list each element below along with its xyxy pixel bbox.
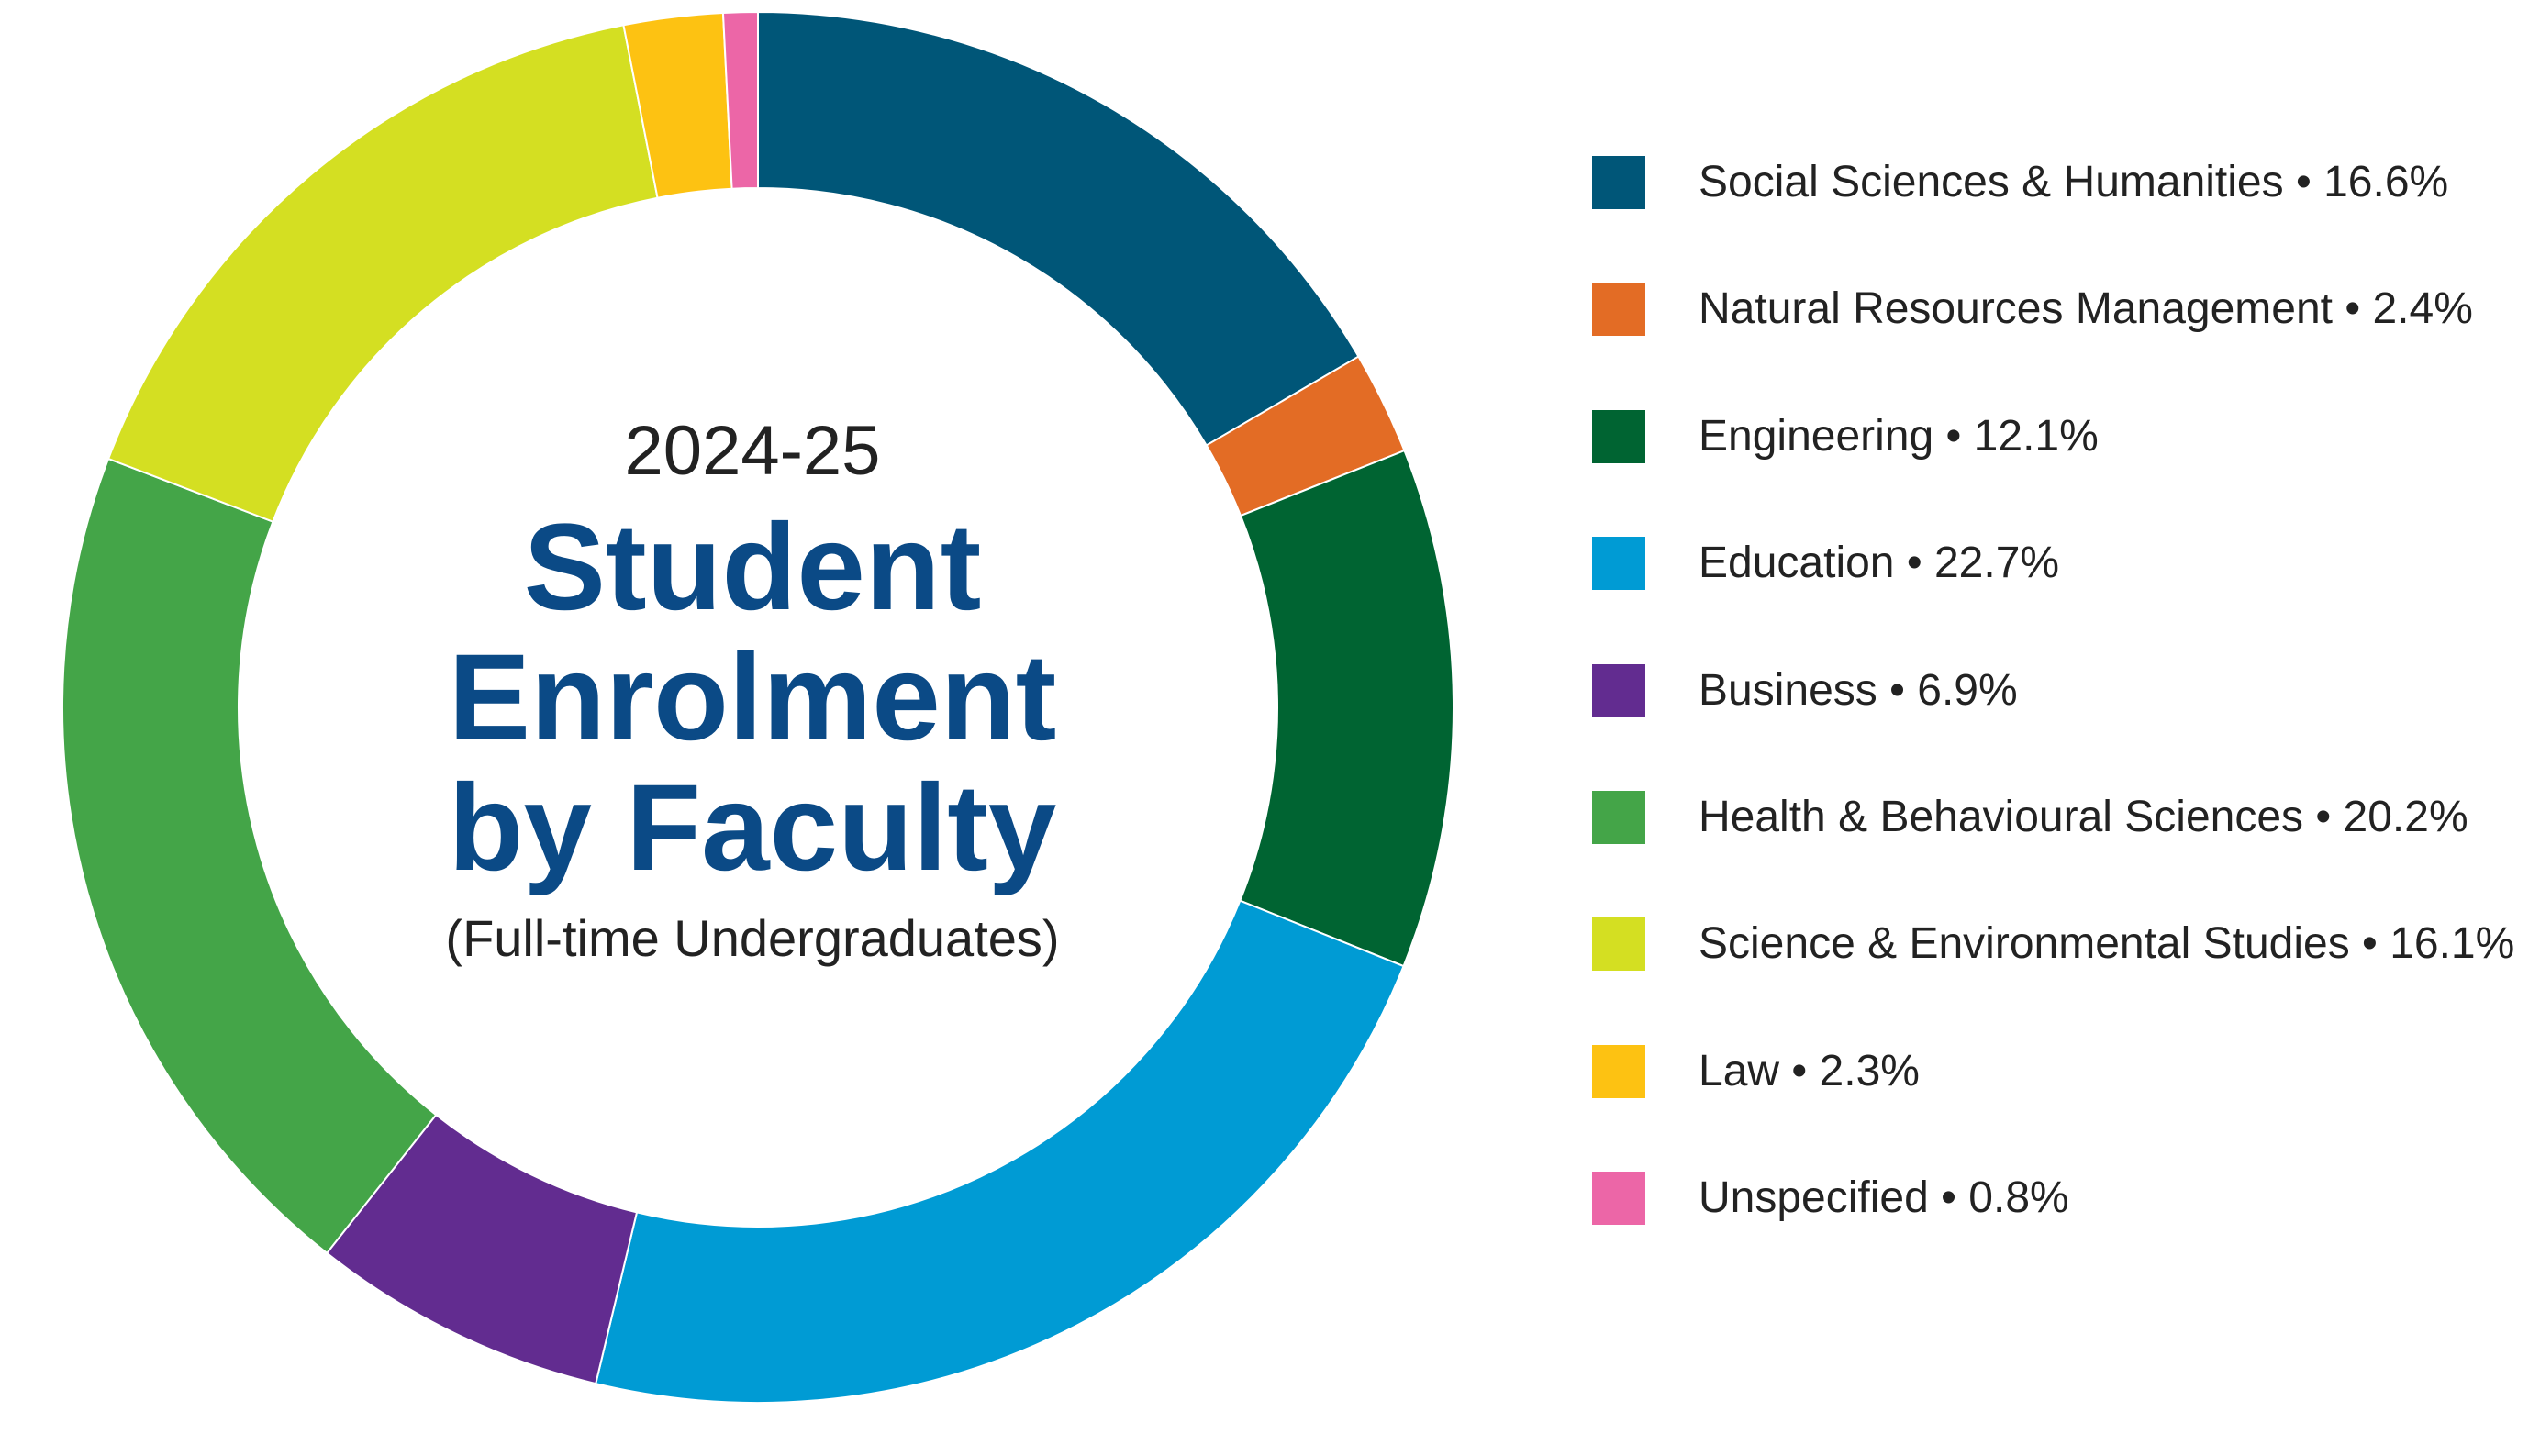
legend-item: Natural Resources Management • 2.4% <box>1592 283 2514 409</box>
legend-swatch <box>1592 663 1645 717</box>
chart-title: Student Enrolment by Faculty <box>211 503 1294 894</box>
legend-swatch <box>1592 1172 1645 1226</box>
legend-label: Science & Environmental Studies • 16.1% <box>1699 919 2515 969</box>
donut-slice-science-environmental-studies <box>106 24 659 523</box>
legend-item: Law • 2.3% <box>1592 1044 2514 1172</box>
legend-swatch <box>1592 283 1645 337</box>
legend-item: Engineering • 12.1% <box>1592 409 2514 537</box>
donut-chart <box>61 10 1455 1405</box>
legend-swatch <box>1592 790 1645 844</box>
legend-label: Engineering • 12.1% <box>1699 411 2099 461</box>
chart-title-line-3: by Faculty <box>448 760 1057 896</box>
legend-label: Education • 22.7% <box>1699 539 2060 588</box>
legend-item: Science & Environmental Studies • 16.1% <box>1592 917 2514 1044</box>
legend-item: Unspecified • 0.8% <box>1592 1172 2514 1298</box>
legend-swatch <box>1592 409 1645 463</box>
legend-swatch <box>1592 917 1645 972</box>
legend-item: Business • 6.9% <box>1592 663 2514 791</box>
legend-item: Social Sciences & Humanities • 16.6% <box>1592 156 2514 283</box>
chart-title-line-2: Enrolment <box>448 629 1057 766</box>
legend-label: Unspecified • 0.8% <box>1699 1173 2069 1223</box>
legend-swatch <box>1592 537 1645 591</box>
donut-slice-health-behavioural-sciences <box>61 457 438 1255</box>
donut-slice-education <box>595 899 1405 1405</box>
chart-year: 2024-25 <box>624 412 881 490</box>
chart-subtitle: (Full-time Undergraduates) <box>445 909 1060 967</box>
legend-item: Health & Behavioural Sciences • 20.2% <box>1592 790 2514 917</box>
donut-slice-unspecified <box>721 10 759 190</box>
legend-label: Social Sciences & Humanities • 16.6% <box>1699 158 2449 206</box>
donut-slice-social-sciences-humanities <box>757 10 1360 447</box>
chart-legend: Social Sciences & Humanities • 16.6% Nat… <box>1592 156 2514 1299</box>
chart-title-line-1: Student <box>523 499 982 636</box>
donut-slices <box>61 10 1455 1405</box>
legend-item: Education • 22.7% <box>1592 537 2514 663</box>
legend-label: Health & Behavioural Sciences • 20.2% <box>1699 792 2468 841</box>
legend-label: Business • 6.9% <box>1699 665 2018 715</box>
legend-swatch <box>1592 156 1645 209</box>
legend-label: Law • 2.3% <box>1699 1046 1920 1095</box>
legend-swatch <box>1592 1044 1645 1098</box>
legend-label: Natural Resources Management • 2.4% <box>1699 284 2473 334</box>
